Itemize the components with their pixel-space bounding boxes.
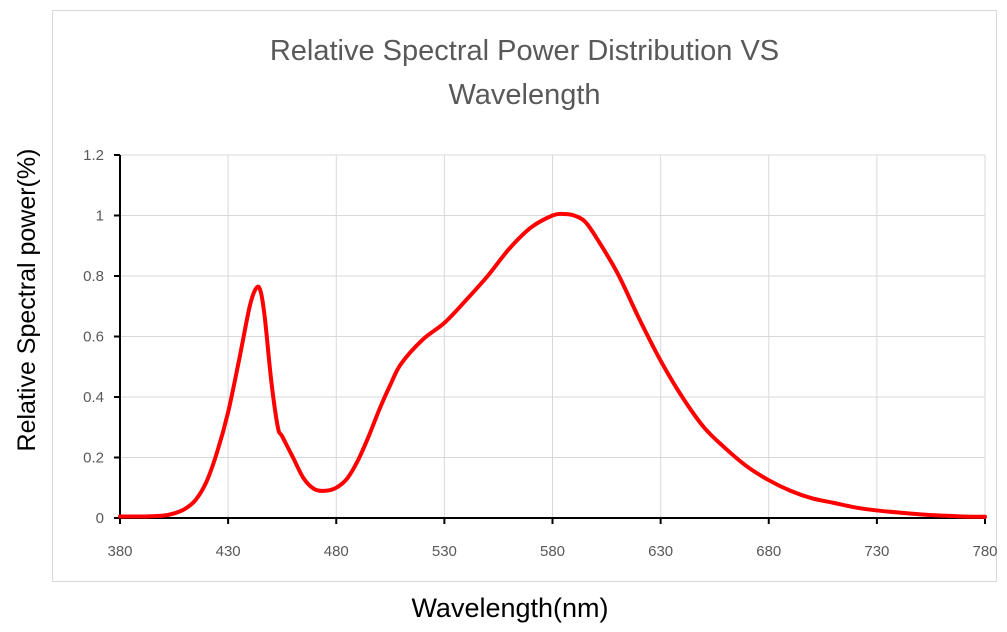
x-tick-label: 780 (972, 543, 997, 560)
x-axis-label: Wavelength(nm) (411, 593, 609, 623)
y-tick-label: 0.2 (83, 450, 104, 467)
chart-frame (52, 10, 997, 582)
x-tick-label: 630 (648, 543, 673, 560)
x-tick-label: 730 (864, 543, 889, 560)
y-tick-label: 0.4 (83, 389, 104, 406)
x-tick-label: 530 (432, 543, 457, 560)
spectral-power-series-line (118, 211, 987, 519)
chart-title-line-1: Relative Spectral Power Distribution VS (269, 35, 780, 67)
chart-title-line-2: Wavelength (448, 79, 601, 111)
x-tick-label: 480 (324, 543, 349, 560)
x-tick-label: 430 (216, 543, 241, 560)
y-tick-label: 1.2 (83, 147, 104, 164)
y-tick-label: 1 (96, 208, 104, 225)
y-tick-label: 0.6 (83, 329, 104, 346)
x-tick-label: 580 (540, 543, 565, 560)
x-tick-label: 380 (107, 543, 132, 560)
y-tick-label: 0 (96, 510, 104, 527)
y-tick-label: 0.8 (83, 268, 104, 285)
x-tick-label: 680 (756, 543, 781, 560)
